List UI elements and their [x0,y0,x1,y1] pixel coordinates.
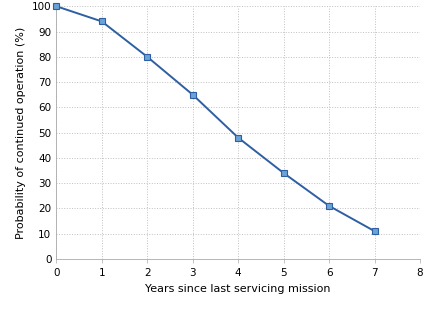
Y-axis label: Probability of continued operation (%): Probability of continued operation (%) [16,27,26,239]
X-axis label: Years since last servicing mission: Years since last servicing mission [145,284,331,294]
